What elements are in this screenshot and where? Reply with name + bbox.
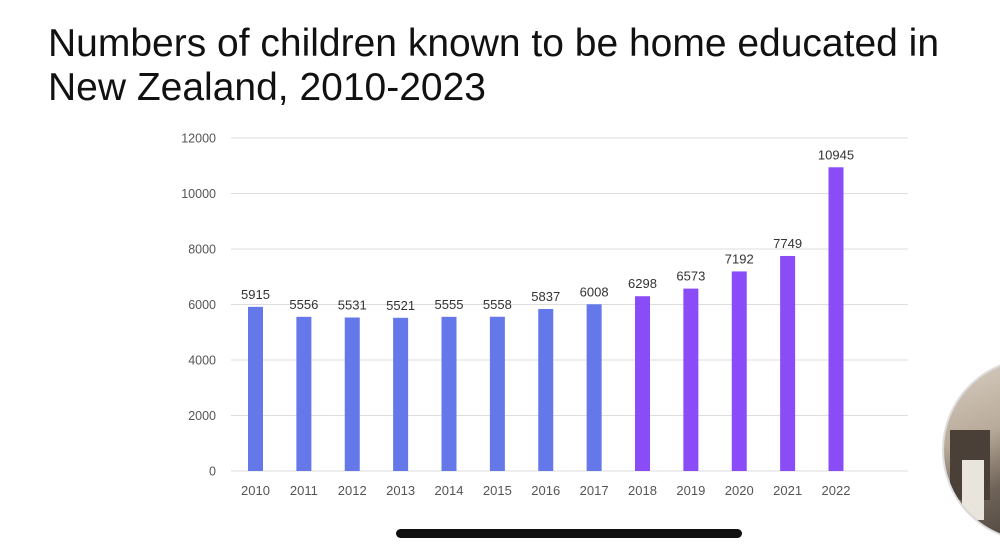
bar-2014[interactable] (441, 316, 457, 471)
bar-2020[interactable] (731, 271, 747, 471)
x-tick-label: 2010 (241, 483, 270, 498)
bar-2017[interactable] (586, 304, 602, 471)
data-label-2011: 5556 (289, 297, 318, 312)
x-tick-label: 2020 (725, 483, 754, 498)
data-label-2014: 5555 (435, 297, 464, 312)
x-tick-label: 2017 (580, 483, 609, 498)
x-tick-label: 2019 (676, 483, 705, 498)
bar-2022[interactable] (828, 167, 844, 471)
chart-title: Numbers of children known to be home edu… (48, 22, 940, 109)
bar-2015[interactable] (489, 316, 505, 471)
bar-2019[interactable] (683, 288, 699, 471)
data-label-2015: 5558 (483, 297, 512, 312)
bar-2016[interactable] (538, 309, 554, 471)
y-tick-label: 10000 (181, 187, 216, 201)
bars (248, 167, 844, 471)
data-label-2017: 6008 (580, 284, 609, 299)
bar-2011[interactable] (296, 316, 312, 471)
x-axis-tick-labels: 2010 2011 2012 2013 2014 2015 2016 2017 2018 2019… (241, 483, 850, 498)
y-tick-label: 8000 (188, 243, 216, 257)
x-tick-label: 2014 (435, 483, 464, 498)
home-indicator-bar[interactable] (396, 529, 742, 538)
bar-2010[interactable] (248, 306, 263, 471)
data-label-2012: 5531 (338, 298, 367, 313)
data-label-2018: 6298 (628, 276, 657, 291)
x-tick-label: 2016 (531, 483, 560, 498)
x-tick-label: 2021 (773, 483, 802, 498)
x-tick-label: 2015 (483, 483, 512, 498)
y-axis-tick-labels: 0 2000 4000 6000 8000 10000 12000 (181, 132, 216, 479)
x-tick-label: 2018 (628, 483, 657, 498)
data-label-2016: 5837 (531, 289, 560, 304)
bar-2013[interactable] (393, 317, 409, 471)
data-label-2020: 7192 (725, 251, 754, 266)
bar-2012[interactable] (344, 317, 360, 471)
gridlines (231, 137, 908, 472)
data-label-2022: 10945 (818, 147, 854, 162)
x-tick-label: 2012 (338, 483, 367, 498)
data-label-2021: 7749 (773, 236, 802, 251)
data-label-2010: 5915 (241, 287, 270, 302)
x-tick-label: 2013 (386, 483, 415, 498)
bar-2018[interactable] (635, 296, 650, 471)
webcam-background-shape (962, 460, 984, 520)
y-tick-label: 12000 (181, 132, 216, 146)
y-tick-label: 0 (209, 465, 216, 479)
data-labels: 5915 5556 5531 5521 5555 5558 5837 6008 6298 6573… (241, 147, 854, 313)
y-tick-label: 4000 (188, 354, 216, 368)
data-label-2013: 5521 (386, 298, 415, 313)
y-tick-label: 6000 (188, 298, 216, 312)
x-tick-label: 2022 (822, 483, 851, 498)
data-label-2019: 6573 (676, 269, 705, 284)
y-tick-label: 2000 (188, 409, 216, 423)
x-tick-label: 2011 (290, 483, 318, 498)
bar-2021[interactable] (780, 255, 796, 471)
